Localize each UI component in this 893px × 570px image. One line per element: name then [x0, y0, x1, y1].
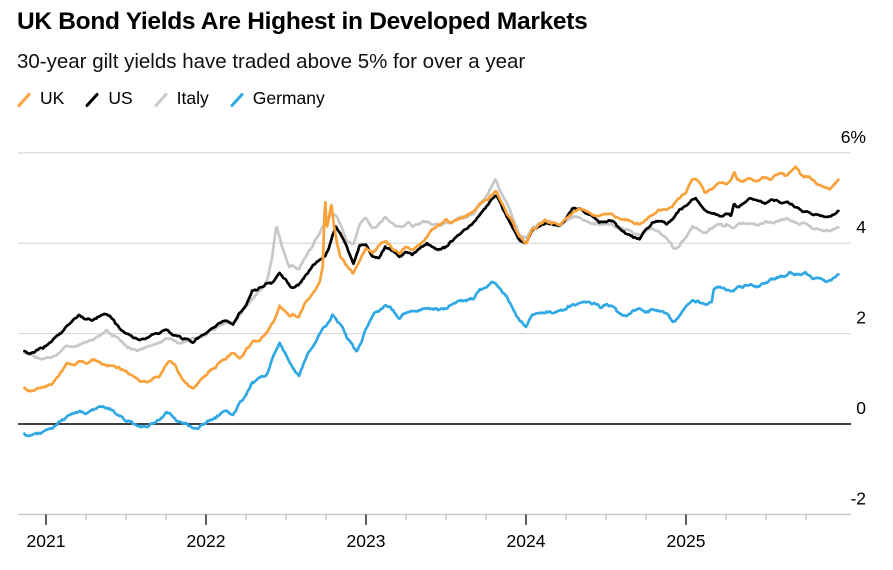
- x-axis-year-label: 2024: [507, 531, 546, 551]
- series-line-uk: [23, 165, 840, 393]
- chart-subtitle: 30-year gilt yields have traded above 5%…: [17, 50, 526, 73]
- y-axis-tick-label: 6%: [841, 127, 866, 147]
- y-axis-tick-label: -2: [850, 488, 866, 508]
- x-axis-year-label: 2021: [27, 531, 66, 551]
- x-axis-year-label: 2023: [347, 531, 386, 551]
- y-axis-tick-label: 2: [856, 308, 866, 328]
- legend-slash-icon: [154, 92, 168, 107]
- x-axis-year-label: 2022: [187, 531, 226, 551]
- page-title: UK Bond Yields Are Highest in Developed …: [17, 8, 588, 35]
- series-line-us: [23, 194, 840, 356]
- x-axis-year-label: 2025: [667, 531, 706, 551]
- series-line-italy: [23, 178, 840, 361]
- series-line-germany: [23, 270, 840, 438]
- legend-item-germany: Germany: [230, 88, 325, 109]
- legend-label: Italy: [176, 88, 209, 108]
- legend-label: UK: [40, 88, 65, 108]
- legend-slash-icon: [230, 92, 244, 107]
- y-axis-tick-label: 4: [856, 217, 866, 237]
- legend-item-us: US: [85, 88, 133, 109]
- legend-item-uk: UK: [17, 88, 64, 109]
- legend-item-italy: Italy: [154, 88, 209, 109]
- chart-legend: UK US Italy Germany: [17, 88, 325, 109]
- legend-slash-icon: [85, 92, 99, 107]
- legend-label: Germany: [252, 88, 325, 108]
- y-axis-tick-label: 0: [856, 398, 866, 418]
- legend-slash-icon: [17, 92, 31, 107]
- legend-label: US: [108, 88, 133, 108]
